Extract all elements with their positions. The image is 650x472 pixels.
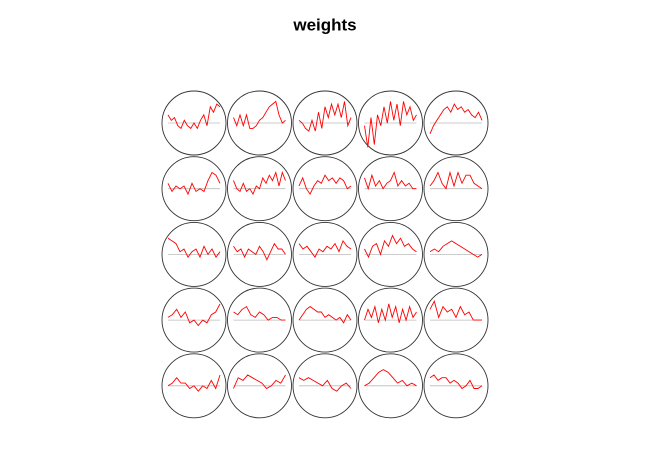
unit-circle [423,353,489,419]
codebook-line [429,374,483,390]
codebook-line [167,374,221,392]
unit-circle [292,90,358,156]
codebook-line [429,299,482,321]
codebook-line [364,303,417,323]
unit-circle [292,353,358,419]
unit-circle [358,221,423,287]
codebook-line [364,101,417,148]
codebook-line [298,239,352,258]
codebook-line [233,171,286,196]
unit-circle [292,156,358,222]
codebook-line [233,374,286,390]
codebook-line [364,234,417,259]
unit-circle [358,287,423,353]
unit-circle [161,90,227,156]
codebook-line [233,242,286,261]
codebook-line [167,103,221,130]
codebook-line [429,103,483,134]
unit-circle [161,221,227,287]
codebook-line [429,170,483,190]
unit-circle [423,156,489,222]
unit-circle [358,156,423,222]
unit-circle [292,287,358,353]
unit-circle [227,156,292,222]
unit-circle [423,221,489,287]
codebook-line [429,240,483,258]
unit-circle [227,221,292,287]
codebook-line [364,171,417,191]
codebook-line [298,306,352,324]
codebook-line [167,171,221,196]
codebook-line [233,100,286,129]
codebook-line [298,101,352,132]
unit-circle [161,353,227,419]
codebook-line [298,377,352,392]
codebook-line [298,174,352,196]
chart-title: weights [292,15,356,34]
codebook-line [364,369,417,387]
unit-circle [423,90,489,156]
unit-circle [227,353,292,419]
unit-circle [227,90,292,156]
unit-circle [161,156,227,222]
unit-circle [358,90,423,156]
unit-circle [292,221,358,287]
codebook-line [167,303,221,327]
unit-circle [423,287,489,353]
unit-circle [358,353,423,419]
unit-circle [227,287,292,353]
codebook-line [233,305,286,321]
codebook-line [167,237,221,259]
unit-circle [161,287,227,353]
